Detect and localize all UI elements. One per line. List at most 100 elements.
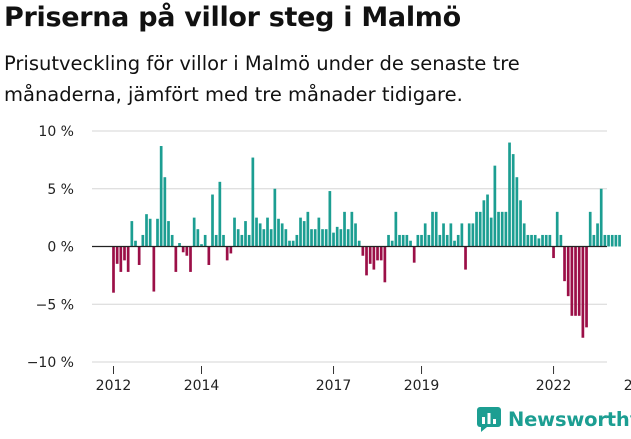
y-tick-label: −5 % xyxy=(36,297,74,313)
bar xyxy=(511,154,515,247)
bar xyxy=(497,211,500,247)
bar xyxy=(244,221,247,247)
bar xyxy=(379,246,383,261)
y-tick-label: 5 % xyxy=(47,182,74,198)
bar xyxy=(515,177,519,247)
bar xyxy=(361,246,365,256)
bar xyxy=(519,200,522,247)
bar xyxy=(214,234,218,247)
bar xyxy=(577,246,581,316)
bar xyxy=(603,234,607,247)
bar xyxy=(478,211,482,247)
bar xyxy=(354,223,357,247)
bar xyxy=(390,240,394,247)
bar xyxy=(174,246,178,272)
gridlines xyxy=(92,130,607,363)
bar xyxy=(449,223,453,247)
bar xyxy=(192,217,196,247)
bar xyxy=(596,223,599,247)
bar xyxy=(152,246,156,292)
bar xyxy=(427,234,431,247)
bar xyxy=(218,181,222,247)
bar xyxy=(350,211,354,247)
bar xyxy=(522,223,526,247)
bar xyxy=(486,194,489,247)
bar xyxy=(126,246,130,272)
bar xyxy=(442,223,445,247)
bar xyxy=(537,238,541,247)
bar xyxy=(273,188,277,247)
bar xyxy=(533,234,537,247)
bar xyxy=(112,246,115,293)
bar xyxy=(530,234,533,247)
bar xyxy=(200,244,203,247)
chart-subtitle: Prisutveckling för villor i Malmö under … xyxy=(4,52,520,106)
y-tick-label: 10 % xyxy=(38,124,74,140)
bar xyxy=(592,234,596,247)
bar xyxy=(493,165,497,247)
bar xyxy=(420,234,423,247)
bar xyxy=(471,223,475,247)
bar xyxy=(489,217,493,247)
bar xyxy=(423,223,427,247)
x-tick-label: 2024 xyxy=(624,378,631,394)
bar xyxy=(475,211,478,247)
bar xyxy=(508,142,511,247)
bar xyxy=(346,229,350,247)
bars xyxy=(112,142,621,338)
bar xyxy=(376,246,379,261)
bar xyxy=(266,217,269,247)
bar xyxy=(504,211,508,247)
bar xyxy=(178,243,181,247)
newsworthy-logo[interactable]: Newsworthy xyxy=(476,406,631,432)
bar xyxy=(412,246,416,263)
bar xyxy=(240,234,244,247)
bar xyxy=(570,246,574,316)
bar xyxy=(299,217,302,247)
bar xyxy=(196,229,200,247)
bar xyxy=(559,234,563,247)
bar xyxy=(291,240,295,247)
bar xyxy=(552,246,555,259)
bar xyxy=(262,229,266,247)
bar xyxy=(145,214,148,247)
bar xyxy=(302,221,306,247)
bar xyxy=(123,246,126,261)
x-tick-label: 2017 xyxy=(316,378,352,394)
bar xyxy=(555,211,559,247)
bar xyxy=(464,246,467,270)
bar xyxy=(170,234,174,247)
bar xyxy=(541,234,544,247)
chart-title: Priserna på villor steg i Malmö xyxy=(4,2,461,33)
bar xyxy=(398,234,401,247)
axis xyxy=(92,245,607,374)
bar xyxy=(387,234,390,247)
bar xyxy=(339,229,343,247)
bar xyxy=(574,246,577,316)
bar xyxy=(189,246,192,272)
bar xyxy=(588,211,592,247)
bar xyxy=(434,211,438,247)
bar xyxy=(335,226,339,247)
bar xyxy=(288,240,291,247)
bar xyxy=(618,234,621,247)
bar xyxy=(585,246,588,328)
bar xyxy=(222,234,225,247)
bar xyxy=(500,211,504,247)
bar xyxy=(163,177,167,247)
bar xyxy=(167,221,170,247)
bar xyxy=(137,246,141,265)
bar xyxy=(148,218,152,247)
newsworthy-logo-text: Newsworthy xyxy=(508,407,631,431)
bar xyxy=(313,229,317,247)
bar xyxy=(566,246,570,297)
bar xyxy=(460,223,464,247)
bar xyxy=(317,217,321,247)
bar xyxy=(368,246,372,264)
bar xyxy=(544,234,548,247)
bar xyxy=(401,234,405,247)
bar xyxy=(394,211,398,247)
bar xyxy=(211,194,214,247)
bar xyxy=(141,234,145,247)
